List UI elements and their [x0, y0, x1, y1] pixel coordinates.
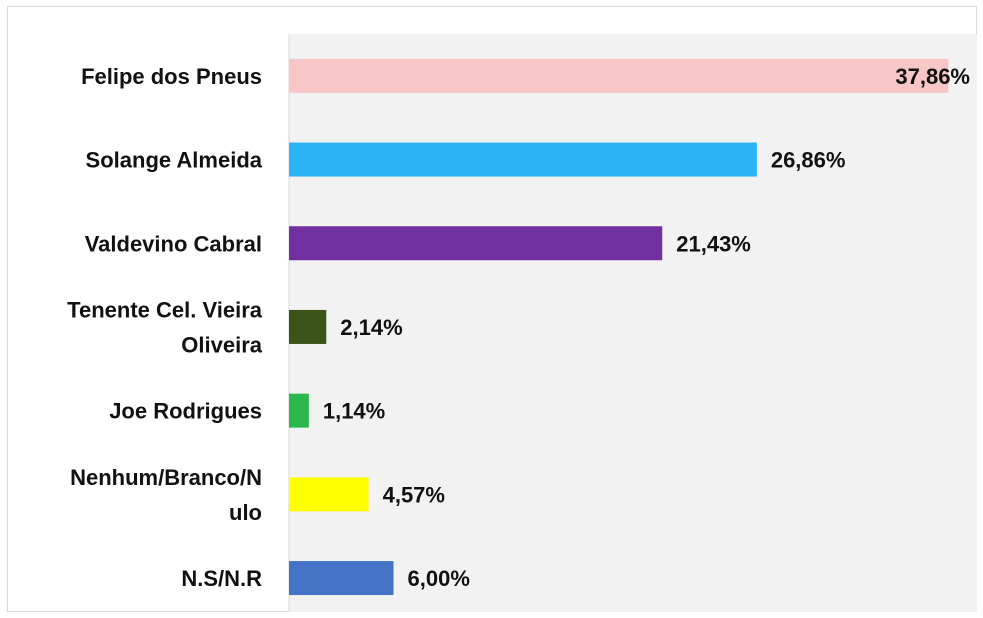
- value-label-0: 37,86%: [895, 64, 970, 89]
- category-label-3-1: Oliveira: [181, 332, 262, 357]
- category-label-3-0: Tenente Cel. Vieira: [67, 297, 263, 322]
- category-label-6-0: N.S/N.R: [181, 566, 262, 591]
- value-label-4: 1,14%: [323, 399, 385, 424]
- bar-6: [289, 561, 394, 596]
- category-label-5-0: Nenhum/Branco/N: [70, 465, 262, 490]
- bar-4: [289, 393, 309, 428]
- value-label-3: 2,14%: [340, 315, 402, 340]
- value-label-1: 26,86%: [771, 148, 846, 173]
- value-label-6: 6,00%: [408, 566, 470, 591]
- value-label-2: 21,43%: [676, 231, 751, 256]
- bar-2: [289, 226, 663, 261]
- bar-5: [289, 477, 369, 512]
- category-label-2-0: Valdevino Cabral: [85, 231, 262, 256]
- bar-1: [289, 142, 757, 177]
- category-label-0-0: Felipe dos Pneus: [81, 64, 262, 89]
- bar-0: [289, 58, 949, 93]
- category-label-5-1: ulo: [229, 500, 262, 525]
- category-label-1-0: Solange Almeida: [86, 148, 263, 173]
- bar-3: [289, 309, 327, 344]
- category-label-4-0: Joe Rodrigues: [109, 399, 262, 424]
- value-label-5: 4,57%: [383, 482, 445, 507]
- plot-area: [289, 34, 977, 612]
